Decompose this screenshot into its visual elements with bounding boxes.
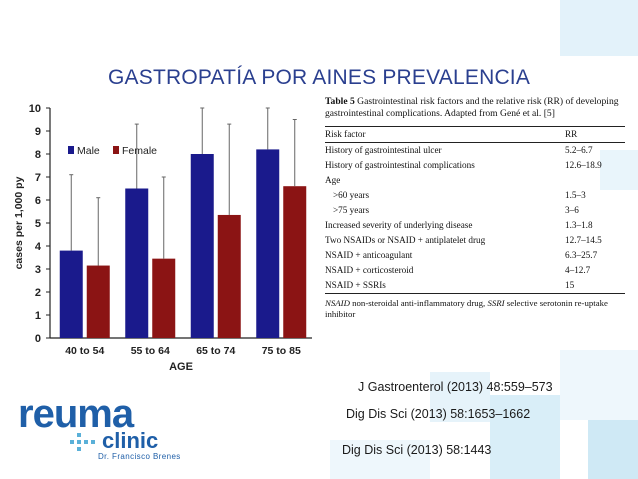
rr-cell: 5.2–6.7 (565, 145, 593, 155)
y-tick-label: 5 (35, 218, 41, 230)
bar-male (125, 188, 149, 338)
x-axis-title: AGE (169, 361, 193, 373)
logo-dot (77, 447, 81, 451)
table-caption-label: Table 5 (325, 96, 355, 107)
table-row: NSAID + corticosteroid 4–12.7 (325, 263, 625, 278)
note-abbr-2: SSRI (487, 298, 505, 308)
table-row: Increased severity of underlying disease… (325, 218, 625, 233)
risk-factor-cell: Two NSAIDs or NSAID + antiplatelet drug (325, 235, 486, 245)
risk-factor-cell: >60 years (333, 190, 370, 200)
table-caption: Table 5 Gastrointestinal risk factors an… (325, 96, 625, 120)
note-abbr-1: NSAID (325, 298, 350, 308)
deco-square (490, 395, 560, 479)
bar-male (190, 154, 214, 338)
rr-cell (565, 173, 625, 188)
legend-swatch-male (68, 146, 74, 154)
legend-label-male: Male (77, 145, 100, 157)
risk-factor-cell: History of gastrointestinal complication… (325, 160, 475, 170)
rr-cell: 12.6–18.9 (565, 160, 602, 170)
rr-cell: 1.5–3 (565, 190, 586, 200)
y-tick-label: 7 (35, 172, 41, 184)
legend-swatch-female (113, 146, 119, 154)
deco-square (430, 372, 490, 422)
table-top-rule (325, 126, 625, 127)
y-tick-label: 4 (35, 241, 42, 253)
table-row: Two NSAIDs or NSAID + antiplatelet drug 1… (325, 233, 625, 248)
y-tick-label: 6 (35, 195, 41, 207)
logo-dot (77, 440, 81, 444)
risk-factor-cell: NSAID + SSRIs (325, 280, 386, 290)
bar-male (256, 149, 280, 338)
risk-factor-cell: History of gastrointestinal ulcer (325, 145, 442, 155)
header-risk-factor: Risk factor (325, 129, 366, 139)
rr-cell: 6.3–25.7 (565, 250, 598, 260)
risk-factor-cell: NSAID + corticosteroid (325, 265, 414, 275)
legend-label-female: Female (122, 145, 157, 157)
rr-cell: 15 (565, 280, 575, 290)
header-rr: RR (565, 129, 578, 139)
y-tick-label: 1 (35, 310, 41, 322)
table-row: NSAID + SSRIs 15 (325, 278, 625, 293)
x-tick-label: 65 to 74 (196, 345, 235, 357)
deco-square (560, 350, 638, 420)
table-row: History of gastrointestinal ulcer 5.2–6.7 (325, 143, 625, 158)
y-tick-label: 8 (35, 149, 41, 161)
bar-female (217, 214, 241, 338)
risk-factor-cell: Increased severity of underlying disease (325, 220, 473, 230)
table-row: Age (325, 173, 625, 188)
logo-doctor-name: Dr. Francisco Brenes (98, 452, 181, 461)
logo-main-text: reuma (18, 392, 134, 436)
logo-dot (91, 440, 95, 444)
bar-female (86, 265, 110, 338)
y-tick-label: 10 (29, 103, 41, 115)
y-axis-title: cases per 1,000 py (13, 176, 25, 269)
rr-cell: 1.3–1.8 (565, 220, 593, 230)
table-header-rule (325, 142, 625, 143)
x-tick-label: 55 to 64 (131, 345, 170, 357)
x-tick-label: 40 to 54 (65, 345, 104, 357)
note-text-1: non-steroidal anti-inflammatory drug, (349, 298, 488, 308)
y-tick-label: 9 (35, 126, 41, 138)
logo-sub-text: clinic (102, 428, 159, 453)
reference-2: Dig Dis Sci (2013) 58:1653–1662 (346, 407, 531, 421)
bar-chart: 0 1 2 3 4 5 6 7 8 9 10 cases per 1,000 py 40 to 54 55… (0, 96, 318, 386)
x-tick-label: 75 to 85 (262, 345, 301, 357)
table-row: History of gastrointestinal complication… (325, 158, 625, 173)
risk-factor-cell: NSAID + anticoagulant (325, 250, 413, 260)
table-bottom-rule (325, 293, 625, 294)
rr-cell: 3–6 (565, 205, 579, 215)
bar-female (283, 186, 307, 338)
risk-factor-cell: Age (325, 175, 341, 185)
table-row: >75 years 3–6 (325, 203, 625, 218)
rr-cell: 12.7–14.5 (565, 235, 602, 245)
table-row: >60 years 1.5–3 (325, 188, 625, 203)
deco-square (330, 440, 430, 479)
deco-square (588, 420, 638, 479)
deco-square (600, 150, 638, 190)
note-text-2: selective serotonin re-uptake inhibitor (325, 298, 608, 319)
deco-square (560, 0, 638, 56)
table-row: NSAID + anticoagulant 6.3–25.7 (325, 248, 625, 263)
y-tick-label: 0 (35, 333, 41, 345)
reference-1: J Gastroenterol (2013) 48:559–573 (358, 380, 553, 394)
table-body: History of gastrointestinal ulcer 5.2–6.7… (325, 143, 625, 293)
table-caption-text: Gastrointestinal risk factors and the re… (325, 96, 619, 119)
logo-dot (77, 433, 81, 437)
y-tick-label: 3 (35, 264, 41, 276)
bar-female (152, 258, 176, 338)
reference-3: Dig Dis Sci (2013) 58:1443 (342, 443, 492, 457)
slide-title: GASTROPATÍA POR AINES PREVALENCIA (108, 66, 531, 89)
bar-male (59, 250, 83, 338)
y-tick-label: 2 (35, 287, 41, 299)
table-footnote: NSAID non-steroidal anti-inflammatory dr… (325, 298, 625, 320)
logo-dot (70, 440, 74, 444)
logo-dot (84, 440, 88, 444)
rr-cell: 4–12.7 (565, 265, 591, 275)
risk-table: Table 5 Gastrointestinal risk factors an… (325, 96, 625, 376)
risk-factor-cell: >75 years (333, 205, 370, 215)
table-header-row: Risk factor RR (325, 127, 625, 142)
reumaclinic-logo: reuma clinic Dr. Francisco Brenes (14, 392, 204, 468)
